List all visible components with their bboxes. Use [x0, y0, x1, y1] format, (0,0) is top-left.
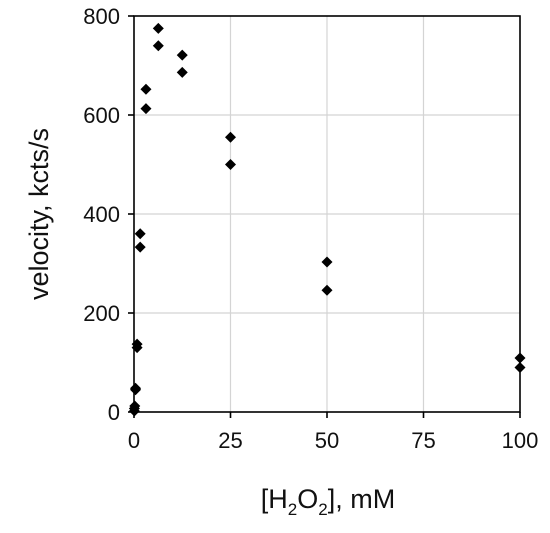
x-axis-title-part: ], mM — [328, 484, 396, 514]
data-point — [130, 382, 142, 394]
x-tick-label: 100 — [502, 428, 539, 453]
x-axis-title-part: O — [297, 484, 318, 514]
x-axis-title-part: [H — [261, 484, 288, 514]
data-point — [176, 49, 188, 61]
data-point — [140, 83, 152, 95]
y-axis-ticks: 0 200 400 600 800 — [83, 4, 134, 425]
x-tick-label: 75 — [411, 428, 435, 453]
x-tick-label: 50 — [315, 428, 339, 453]
grid-lines — [134, 16, 520, 412]
data-point — [134, 241, 146, 253]
x-axis-title-subscript: 2 — [318, 500, 327, 519]
data-point — [140, 103, 152, 115]
x-axis-ticks: 0 25 50 75 100 — [128, 412, 538, 453]
data-point — [225, 131, 236, 143]
y-tick-label: 400 — [83, 202, 120, 227]
x-tick-label: 0 — [128, 428, 140, 453]
y-tick-label: 200 — [83, 301, 120, 326]
data-point — [225, 159, 236, 170]
data-point — [321, 256, 333, 268]
data-point — [176, 66, 188, 78]
x-axis-title-subscript: 2 — [288, 500, 297, 519]
x-axis-title: [H2O2], mM — [261, 484, 395, 519]
y-axis-title: velocity, kcts/s — [24, 128, 54, 300]
y-tick-label: 0 — [108, 400, 120, 425]
data-point — [152, 40, 164, 52]
y-tick-label: 600 — [83, 103, 120, 128]
data-point — [134, 228, 146, 240]
y-tick-label: 800 — [83, 4, 120, 29]
data-point — [321, 284, 333, 296]
x-tick-label: 25 — [218, 428, 242, 453]
data-point — [152, 22, 164, 34]
